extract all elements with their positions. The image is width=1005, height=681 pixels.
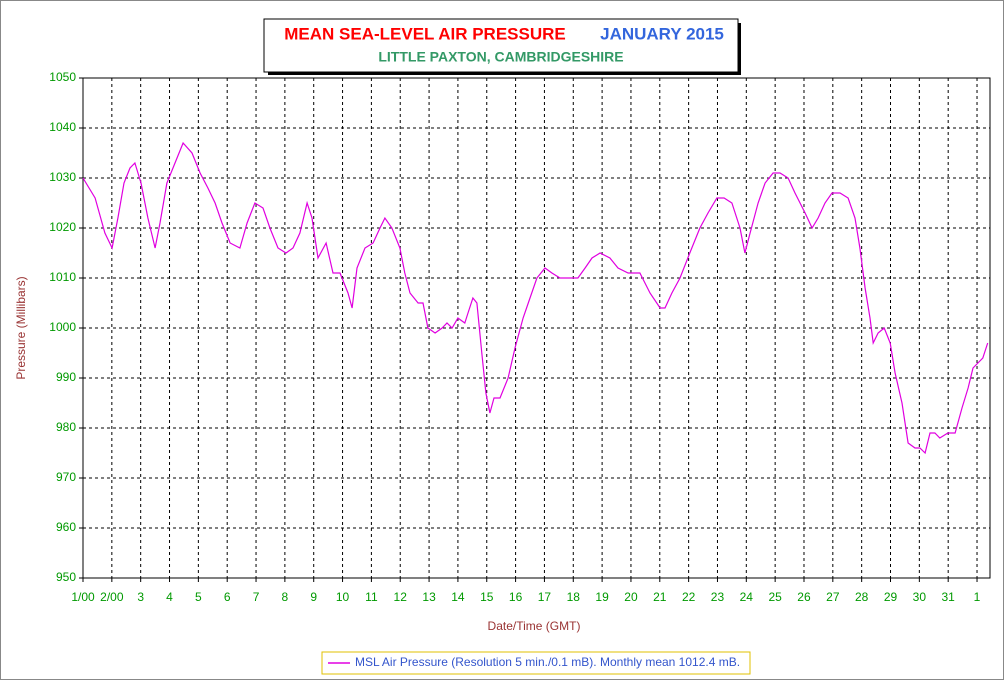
x-tick-label: 19 [595, 590, 609, 604]
y-tick-label: 1030 [49, 170, 76, 184]
y-tick-label: 960 [56, 520, 76, 534]
x-tick-label: 15 [480, 590, 494, 604]
x-tick-label: 21 [653, 590, 667, 604]
legend-box [321, 651, 751, 675]
y-tick-label: 950 [56, 570, 76, 584]
y-tick-label: 980 [56, 420, 76, 434]
x-tick-label: 23 [711, 590, 725, 604]
x-tick-label: 2/00 [100, 590, 124, 604]
x-tick-label: 28 [855, 590, 869, 604]
x-tick-label: 30 [913, 590, 927, 604]
x-tick-label: 27 [826, 590, 840, 604]
y-tick-label: 970 [56, 470, 76, 484]
x-tick-label: 12 [394, 590, 408, 604]
chart-title: MEAN SEA-LEVEL AIR PRESSURE [284, 24, 566, 43]
x-axis-label: Date/Time (GMT) [488, 619, 581, 633]
x-tick-label: 16 [509, 590, 523, 604]
x-tick-label: 10 [336, 590, 350, 604]
y-tick-label: 1000 [49, 320, 76, 334]
x-tick-label: 20 [624, 590, 638, 604]
x-tick-label: 14 [451, 590, 465, 604]
x-tick-label: 26 [797, 590, 811, 604]
data-line [82, 141, 989, 455]
y-tick-label: 1010 [49, 270, 76, 284]
x-tick-label: 25 [768, 590, 782, 604]
x-tick-label: 9 [310, 590, 317, 604]
x-tick-label: 3 [137, 590, 144, 604]
x-tick-label: 18 [567, 590, 581, 604]
y-tick-label: 990 [56, 370, 76, 384]
y-tick-label: 1020 [49, 220, 76, 234]
x-tick-label: 5 [195, 590, 202, 604]
x-tick-label: 1/00 [71, 590, 95, 604]
x-tick-label: 4 [166, 590, 173, 604]
x-tick-label: 1 [974, 590, 981, 604]
y-tick-label: 1050 [49, 70, 76, 84]
x-tick-label: 7 [253, 590, 260, 604]
x-tick-label: 13 [422, 590, 436, 604]
chart-title-month: JANUARY 2015 [600, 24, 724, 43]
chart-subtitle: LITTLE PAXTON, CAMBRIDGESHIRE [378, 49, 623, 65]
legend-label: MSL Air Pressure (Resolution 5 min./0.1 … [355, 655, 740, 669]
x-tick-label: 24 [740, 590, 754, 604]
x-tick-label: 31 [942, 590, 956, 604]
x-tick-label: 17 [538, 590, 552, 604]
x-tick-label: 22 [682, 590, 696, 604]
y-tick-label: 1040 [49, 120, 76, 134]
x-tick-label: 6 [224, 590, 231, 604]
x-tick-label: 11 [365, 590, 378, 604]
y-axis-label: Pressure (Millibars) [14, 276, 28, 379]
title-box [263, 18, 739, 73]
x-tick-label: 29 [884, 590, 898, 604]
x-tick-label: 8 [282, 590, 289, 604]
